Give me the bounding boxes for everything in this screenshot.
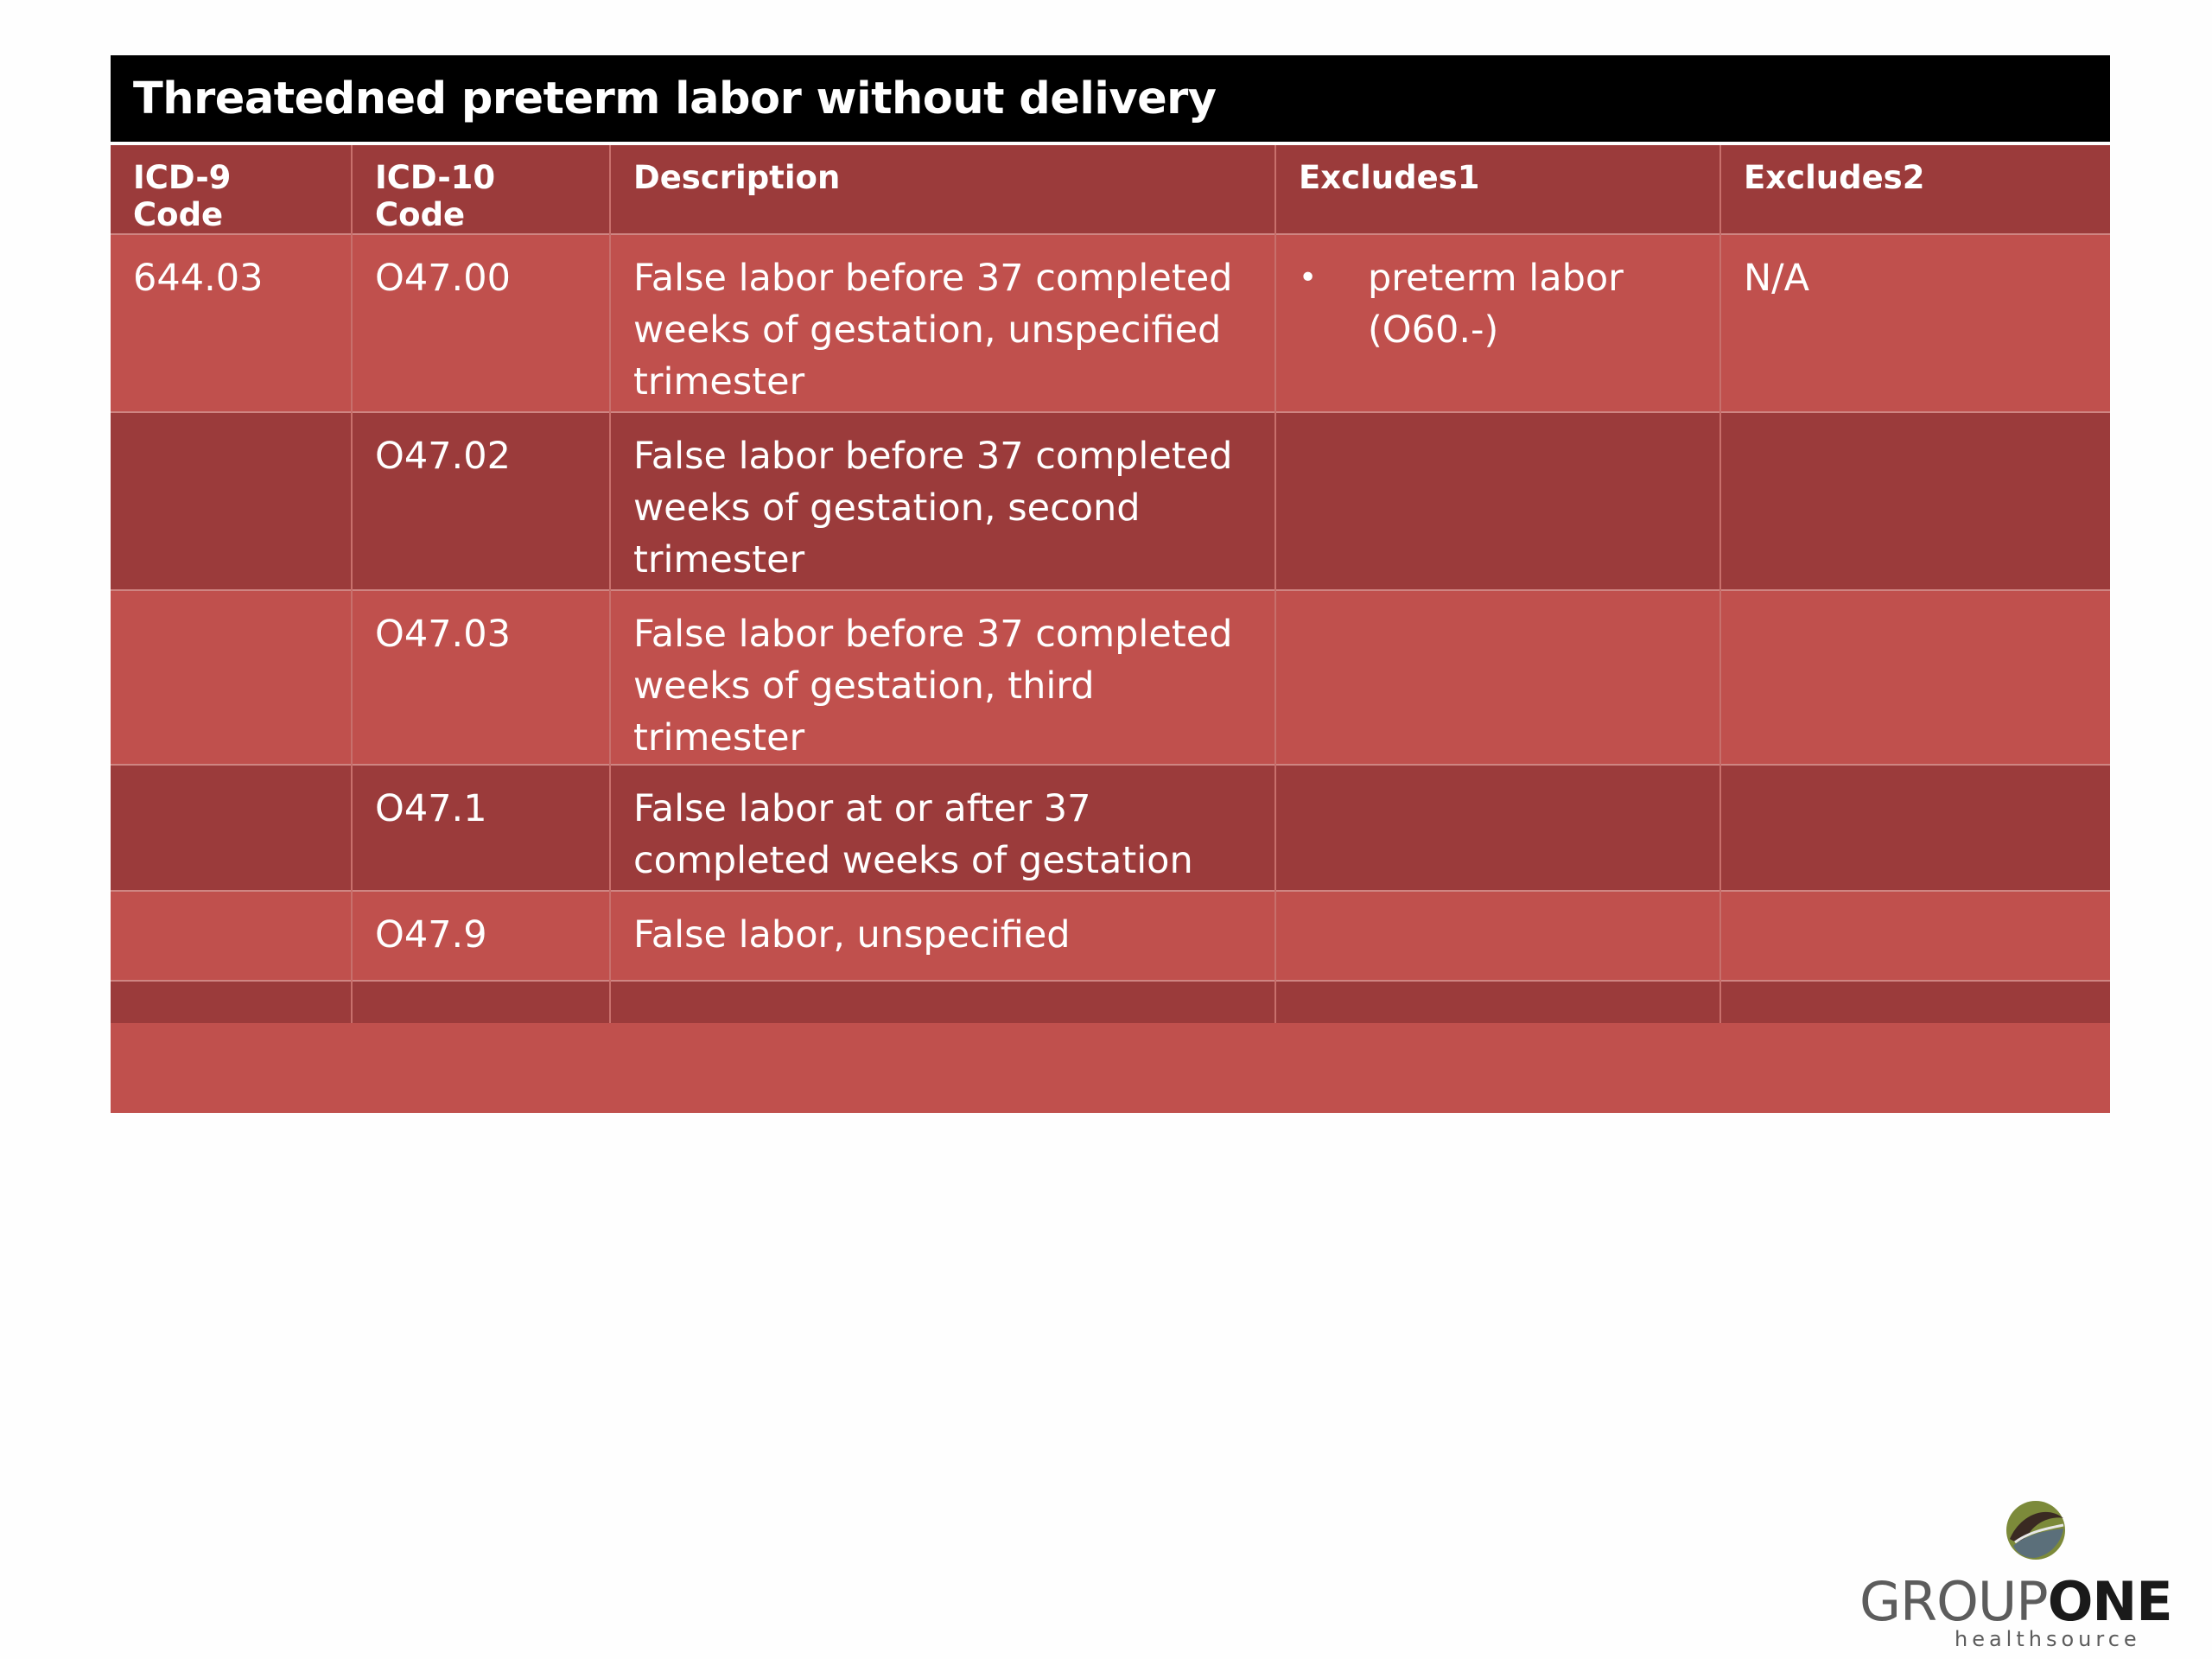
table-row: O47.03 False labor before 37 completed w… [111, 590, 2110, 765]
table-bottom-band [111, 1023, 2110, 1113]
cell-icd9 [111, 412, 353, 590]
cell-excludes2: N/A [1719, 234, 2110, 412]
cell-icd9: 644.03 [111, 234, 353, 412]
table-row: O47.02 False labor before 37 completed w… [111, 412, 2110, 590]
header-excludes2: Excludes2 [1719, 145, 2110, 234]
cell-excludes1: • preterm labor (O60.-) [1274, 234, 1721, 412]
logo-wordmark: GROUPONE [1859, 1570, 2173, 1633]
groupone-logo: GROUPONE healthsource [1858, 1499, 2212, 1651]
cell-description: False labor, unspecified [609, 891, 1276, 981]
cell-description: False labor before 37 completed weeks of… [609, 234, 1276, 412]
logo-swoosh-icon [2006, 1501, 2065, 1560]
cell-icd10: O47.9 [351, 891, 611, 981]
cell-excludes1 [1274, 590, 1721, 765]
cell-excludes1 [1274, 412, 1721, 590]
cell-excludes1 [1274, 891, 1721, 981]
header-description: Description [609, 145, 1276, 234]
header-icd9: ICD-9 Code [111, 145, 353, 234]
cell-description: False labor at or after 37 completed wee… [609, 765, 1276, 891]
cell-excludes2 [1719, 412, 2110, 590]
cell-excludes2 [1719, 891, 2110, 981]
table-row: 644.03 O47.00 False labor before 37 comp… [111, 234, 2110, 412]
header-excludes1: Excludes1 [1274, 145, 1721, 234]
cell-excludes1 [1274, 765, 1721, 891]
excludes1-bullet-item: • preterm labor (O60.-) [1299, 252, 1697, 356]
cell-icd9 [111, 891, 353, 981]
slide-title: Threatedned preterm labor without delive… [111, 55, 2110, 142]
cell-icd9 [111, 765, 353, 891]
cell-icd9 [111, 590, 353, 765]
header-icd10: ICD-10 Code [351, 145, 611, 234]
cell-icd10: O47.02 [351, 412, 611, 590]
cell-description: False labor before 37 completed weeks of… [609, 590, 1276, 765]
table-row: O47.9 False labor, unspecified [111, 891, 2110, 981]
table-row: O47.1 False labor at or after 37 complet… [111, 765, 2110, 891]
cell-icd10: O47.1 [351, 765, 611, 891]
table-header-row: ICD-9 Code ICD-10 Code Description Exclu… [111, 145, 2110, 234]
logo-word-one: ONE [2047, 1570, 2173, 1633]
cell-icd10: O47.03 [351, 590, 611, 765]
logo-tagline: healthsource [1955, 1627, 2141, 1651]
excludes1-text: preterm labor (O60.-) [1368, 257, 1624, 352]
cell-icd10: O47.00 [351, 234, 611, 412]
cell-excludes2 [1719, 590, 2110, 765]
bullet-icon: • [1299, 260, 1318, 296]
cell-excludes2 [1719, 765, 2110, 891]
icd-code-table: ICD-9 Code ICD-10 Code Description Exclu… [111, 145, 2110, 1071]
logo-word-group: GROUP [1859, 1570, 2049, 1633]
cell-description: False labor before 37 completed weeks of… [609, 412, 1276, 590]
